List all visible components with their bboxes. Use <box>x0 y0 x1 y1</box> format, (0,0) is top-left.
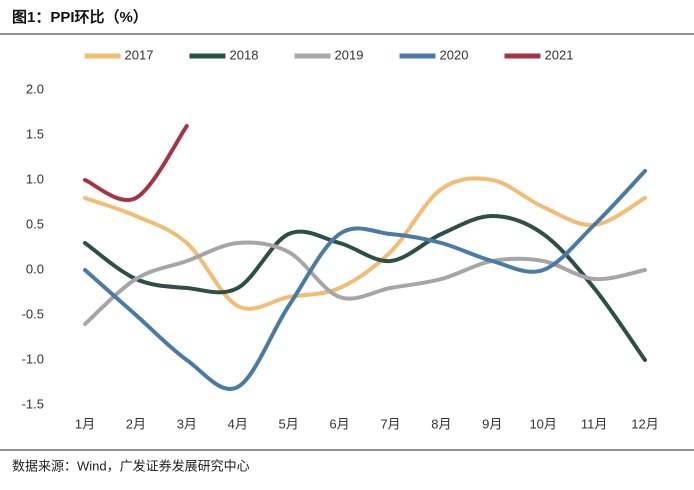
series-line <box>83 240 647 326</box>
y-tick-label: 0.0 <box>26 261 44 276</box>
y-tick-label: 2.0 <box>26 81 44 96</box>
legend-label: 2017 <box>125 47 154 62</box>
x-tick-label: 4月 <box>228 416 248 431</box>
legend-label: 2020 <box>440 47 469 62</box>
series-line <box>83 124 189 202</box>
x-tick-label: 3月 <box>177 416 197 431</box>
y-tick-label: -1.0 <box>22 351 44 366</box>
legend-label: 2018 <box>230 47 259 62</box>
x-tick-label: 12月 <box>631 416 658 431</box>
legend-label: 2021 <box>545 47 574 62</box>
y-tick-label: 1.0 <box>26 171 44 186</box>
source: 数据来源：Wind，广发证券发展研究中心 <box>12 458 250 473</box>
y-tick-label: -1.5 <box>22 396 44 411</box>
x-tick-label: 5月 <box>279 416 299 431</box>
x-tick-label: 10月 <box>529 416 556 431</box>
x-tick-label: 8月 <box>431 416 451 431</box>
x-tick-label: 7月 <box>380 416 400 431</box>
x-tick-label: 9月 <box>482 416 502 431</box>
chart-title: 图1：PPI环比（%） <box>12 8 148 26</box>
legend-label: 2019 <box>335 47 364 62</box>
x-tick-label: 6月 <box>329 416 349 431</box>
y-tick-label: 1.5 <box>26 126 44 141</box>
series-line <box>83 213 647 362</box>
series-line <box>83 176 647 311</box>
x-tick-label: 11月 <box>581 416 608 431</box>
y-tick-label: -0.5 <box>22 306 44 321</box>
series-line <box>83 169 647 391</box>
x-tick-label: 1月 <box>75 416 95 431</box>
x-tick-label: 2月 <box>126 416 146 431</box>
y-tick-label: 0.5 <box>26 216 44 231</box>
